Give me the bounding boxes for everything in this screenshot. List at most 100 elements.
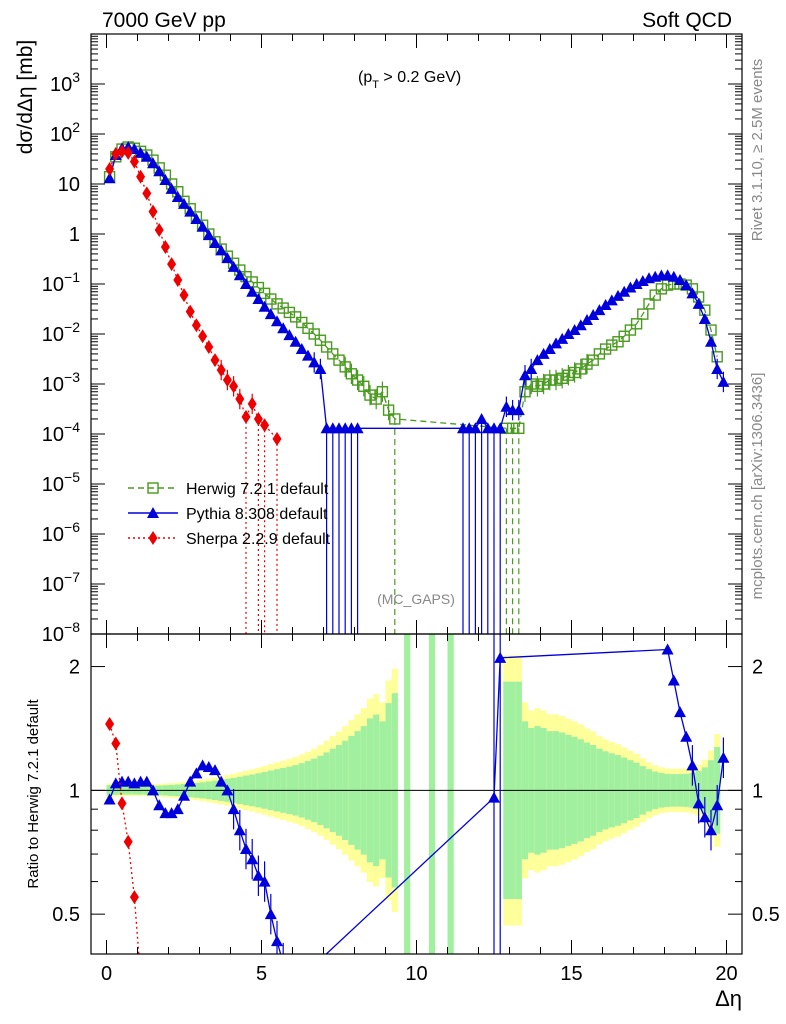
y-tick-exponent: −6	[64, 519, 80, 535]
data-point	[630, 318, 643, 330]
y-tick-base: 10	[58, 174, 80, 196]
series-line	[108, 146, 718, 429]
data-point	[717, 375, 730, 387]
data-point	[630, 278, 643, 289]
data-point	[272, 431, 282, 446]
data-point	[599, 343, 612, 355]
data-point	[314, 362, 327, 374]
legend-marker	[147, 482, 159, 494]
ratio-data-point	[240, 843, 252, 855]
data-point	[240, 278, 252, 289]
data-point	[117, 144, 127, 159]
legend-label: Sherpa 2.2.9 default	[186, 531, 331, 548]
ratio-y-tick-label-right: 0.5	[752, 904, 780, 926]
y-tick-base: 10	[42, 474, 64, 496]
data-point	[179, 288, 189, 303]
ratio-data-point	[233, 824, 246, 836]
ratio-data-point	[227, 803, 240, 815]
data-point	[165, 182, 178, 194]
data-point	[184, 205, 197, 217]
data-point	[302, 349, 314, 361]
data-point	[525, 362, 538, 374]
data-point	[382, 404, 395, 416]
data-point	[339, 361, 351, 373]
ratio-data-point	[705, 824, 717, 836]
main-series-layer	[103, 140, 730, 634]
header-left: 7000 GeV pp	[102, 9, 226, 32]
y-tick-base: 10	[42, 624, 64, 646]
y-tick-exponent: −2	[64, 319, 80, 335]
cut-annotation: (pT > 0.2 GeV)	[358, 69, 461, 91]
data-point	[543, 343, 556, 355]
ratio-y-tick-label-right: 1	[752, 780, 763, 802]
data-point	[196, 220, 209, 232]
data-point	[568, 324, 581, 336]
data-point	[376, 386, 389, 398]
ratio-bands	[91, 634, 742, 954]
data-point	[283, 329, 296, 341]
data-point	[264, 308, 277, 320]
y-tick-exponent: −3	[64, 369, 80, 385]
data-point	[698, 312, 711, 324]
ratio-data-point	[123, 834, 133, 849]
data-point	[247, 396, 257, 411]
y-tick-base: 1	[69, 224, 80, 246]
ratio-data-point	[494, 651, 507, 663]
ratio-data-point	[258, 875, 271, 887]
data-point	[191, 318, 201, 333]
ratio-data-point	[221, 784, 234, 796]
y-tick-label: 10−3	[42, 369, 80, 396]
data-point	[537, 378, 550, 390]
x-tick-label: 10	[405, 963, 427, 985]
ratio-data-point	[277, 957, 289, 968]
data-point	[364, 389, 376, 401]
legend-marker	[147, 507, 159, 518]
data-point	[358, 380, 370, 392]
ratio-data-point	[165, 807, 178, 819]
ratio-data-point	[153, 799, 166, 811]
top-y-axis-label: dσ/dΔη [mb]	[14, 40, 37, 155]
data-point	[711, 362, 724, 374]
data-point	[210, 353, 220, 368]
y-tick-exponent: −8	[64, 619, 80, 635]
data-point	[562, 369, 575, 381]
data-point	[556, 332, 569, 344]
ratio-data-point	[698, 811, 711, 823]
data-point	[500, 400, 513, 412]
y-tick-exponent: −4	[64, 419, 80, 435]
data-point	[252, 293, 265, 305]
data-point	[123, 145, 133, 160]
legend: Herwig 7.2.1 default Pythia 8.308 default…	[128, 481, 331, 548]
data-point	[153, 165, 166, 177]
ratio-data-point	[117, 796, 127, 811]
legend-label: Pythia 8.308 default	[186, 506, 328, 523]
data-point	[320, 341, 333, 353]
y-tick-label: 10−1	[42, 269, 80, 296]
data-point	[216, 363, 226, 378]
legend-marker	[148, 531, 158, 545]
data-point	[327, 348, 339, 360]
y-tick-label: 103	[50, 69, 80, 96]
data-point	[643, 298, 655, 310]
ratio-data-point	[264, 908, 277, 920]
ratio-data-point	[140, 775, 153, 787]
cut-annotation-rest: > 0.2 GeV)	[379, 69, 461, 86]
data-point	[513, 422, 525, 435]
ratio-data-point	[246, 853, 259, 865]
ratio-data-point	[717, 751, 730, 763]
ratio-data-point	[252, 869, 265, 881]
data-point	[229, 379, 239, 394]
data-point	[260, 418, 270, 433]
y-tick-base: 10	[42, 324, 64, 346]
data-point	[178, 197, 190, 209]
ratio-data-point	[171, 803, 184, 815]
data-point	[705, 324, 717, 336]
data-point	[370, 393, 382, 405]
ratio-data-point	[111, 736, 121, 751]
y-tick-label: 102	[50, 119, 80, 146]
data-point	[222, 373, 232, 388]
data-point	[171, 190, 184, 202]
data-point	[469, 422, 482, 434]
data-point	[537, 347, 550, 359]
data-point	[624, 324, 637, 336]
